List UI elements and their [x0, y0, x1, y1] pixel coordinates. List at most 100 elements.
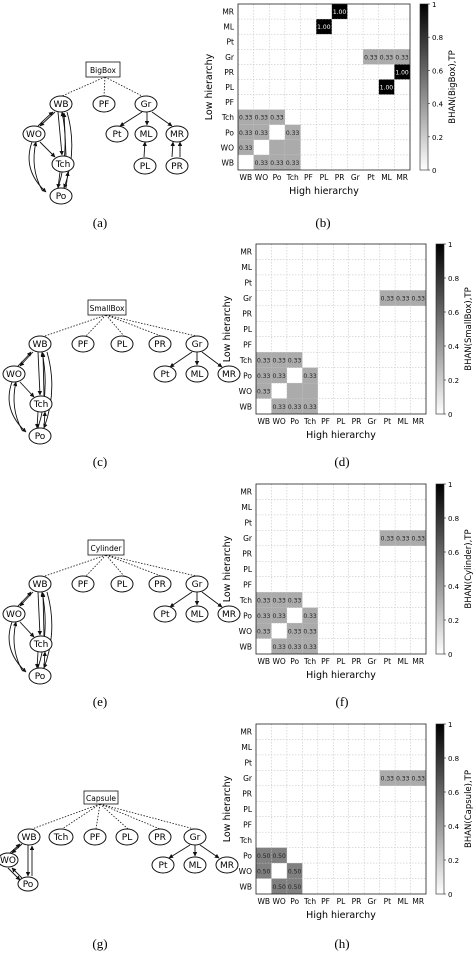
x-tick-label: MR — [412, 657, 424, 666]
heatmap-bigbox: 1.001.000.33 0.33 0.331.001.000.33 0.33 0.33… — [204, 1, 458, 197]
graph-c-node: PR — [154, 340, 166, 350]
x-tick-label: Po — [290, 897, 299, 906]
y-tick-label: PF — [243, 580, 252, 589]
y-tick-label: Gr — [243, 534, 253, 543]
x-tick-label: PR — [352, 897, 362, 906]
colorbar-tick-label: 0.4 — [448, 823, 460, 831]
panel-label-g: (g) — [92, 936, 107, 951]
heatmap-cell — [256, 352, 272, 368]
cell-value-label: 0.50 — [288, 868, 302, 875]
x-tick-label: Pt — [384, 897, 392, 906]
y-tick-label: Gr — [225, 53, 235, 62]
y-tick-label: Pt — [245, 519, 253, 528]
colorbar-tick-label: 0.6 — [432, 67, 444, 75]
cell-value-label: 0.33 — [381, 536, 395, 543]
heatmap-cell — [410, 530, 426, 546]
heatmap-cell — [379, 770, 396, 786]
graph-a-node: PR — [171, 162, 183, 172]
y-tick-label: PF — [225, 98, 234, 107]
x-tick-label: Po — [290, 417, 299, 426]
y-tick-label: WO — [221, 143, 234, 152]
x-tick-label: PF — [321, 417, 330, 426]
heatmap-cell — [238, 109, 254, 125]
heatmap-cell — [256, 607, 272, 624]
x-tick-label: Gr — [367, 657, 377, 666]
cell-value-label: 0.33 — [286, 160, 300, 167]
heatmap-cell — [302, 367, 318, 384]
graph-g-node: MR — [220, 861, 234, 871]
heatmap-cell — [286, 398, 303, 414]
panel-label-f: (f) — [336, 694, 349, 709]
x-tick-label: WB — [240, 173, 253, 182]
graph-g-node: Gr — [190, 833, 201, 843]
y-tick-label: PR — [224, 68, 234, 77]
cell-value-label: 0.50 — [272, 884, 286, 891]
cell-value-label: 0.33 — [303, 613, 317, 620]
x-tick-label: ML — [397, 897, 408, 906]
y-tick-label: PR — [242, 310, 252, 319]
graph-g-node: Pt — [159, 861, 168, 871]
graph-g-node: PR — [154, 833, 166, 843]
cell-value-label: 0.33 — [257, 628, 271, 635]
panel-label-c: (c) — [93, 454, 107, 469]
heatmap-cell — [284, 139, 301, 155]
cell-value-label: 0.33 — [380, 54, 394, 61]
x-tick-label: PF — [321, 657, 330, 666]
colorbar-tick-label: 0.2 — [448, 617, 459, 625]
colorbar-tick-label: 0.6 — [448, 549, 460, 557]
x-tick-label: Pt — [367, 173, 375, 182]
y-axis-label: Low hierarchy — [222, 295, 233, 362]
cell-value-label: 0.33 — [239, 115, 253, 122]
graph-c-node: MR — [222, 370, 236, 380]
heatmap-cell — [286, 623, 303, 639]
heatmap-cell — [394, 64, 410, 80]
cell-value-label: 0.33 — [412, 536, 426, 543]
cell-value-label: 0.33 — [381, 296, 395, 303]
heatmap-cell — [331, 4, 348, 20]
colorbar-tick-label: 0 — [432, 167, 436, 175]
graph-e-node: Tch — [33, 640, 49, 650]
graph-c-node: Po — [35, 432, 46, 442]
y-tick-label: WB — [239, 882, 252, 891]
cell-value-label: 0.33 — [303, 404, 317, 411]
graph-e-node: PR — [154, 580, 166, 590]
cell-value-label: 0.33 — [272, 597, 286, 604]
y-tick-label: Gr — [243, 294, 253, 303]
y-tick-label: Pt — [245, 759, 253, 768]
x-tick-label: WO — [273, 657, 286, 666]
heatmap-cylinder: 0.33 0.33 0.330.33 0.33 0.330.33 0.33 0.330.33… — [222, 481, 474, 681]
colorbar-tick-label: 0.4 — [448, 583, 460, 591]
plot-area — [256, 244, 426, 414]
colorbar-tick-label: 0.2 — [448, 377, 459, 385]
x-tick-label: MR — [412, 897, 424, 906]
x-tick-label: ML — [381, 173, 392, 182]
graph-e-node: WO — [6, 610, 22, 620]
y-tick-label: PF — [243, 820, 252, 829]
heatmap-cell — [302, 623, 318, 639]
heatmap-cell — [286, 383, 303, 399]
x-tick-label: WB — [257, 657, 270, 666]
heatmap-cell — [284, 154, 301, 170]
graph-e-node: WB — [32, 580, 47, 590]
colorbar-tick-label: 1 — [448, 721, 452, 729]
y-axis-label: Low hierarchy — [222, 775, 233, 842]
heatmap-cell — [269, 139, 285, 155]
heatmap-cell — [302, 638, 318, 654]
heatmap-cell — [378, 49, 395, 65]
plot-area — [256, 484, 426, 654]
cell-value-label: 0.33 — [239, 130, 253, 137]
graph-a-node: MR — [170, 130, 184, 140]
y-tick-label: ML — [241, 743, 252, 752]
y-tick-label: ML — [241, 503, 252, 512]
y-axis-label: Low hierarchy — [222, 535, 233, 602]
y-tick-label: WO — [239, 867, 252, 876]
cell-value-label: 0.33 — [288, 357, 302, 364]
y-tick-label: PL — [243, 565, 253, 574]
heatmap-cell — [271, 607, 287, 624]
heatmap-cell — [271, 592, 287, 608]
x-tick-label: PL — [337, 657, 347, 666]
heatmap-cell — [286, 638, 303, 654]
x-tick-label: PL — [320, 173, 330, 182]
y-tick-label: WB — [239, 642, 252, 651]
heatmap-cell — [238, 139, 254, 155]
